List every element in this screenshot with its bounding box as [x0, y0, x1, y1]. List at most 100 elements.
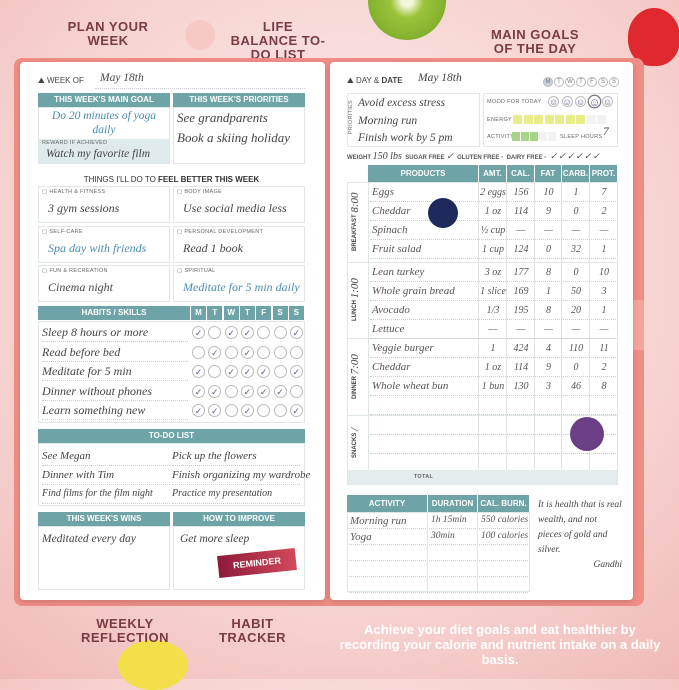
day-priority[interactable]: Finish work by 5 pm	[358, 132, 453, 144]
mood-face-icon[interactable]: ☺	[548, 96, 559, 107]
habit-name[interactable]: Read before bed	[42, 344, 121, 359]
mood-face-icon[interactable]: ☺	[575, 96, 586, 107]
weekday-selector[interactable]: T	[576, 77, 586, 87]
todo-item[interactable]: Pick up the flowers	[172, 450, 257, 462]
food-value[interactable]: ½ cup	[480, 225, 506, 236]
activity-level-cell[interactable]	[530, 132, 538, 141]
food-value[interactable]: 124	[513, 244, 529, 255]
energy-level-cell[interactable]	[513, 115, 522, 124]
improve-item[interactable]: Get more sleep	[180, 533, 250, 545]
food-value[interactable]: 1 oz	[484, 206, 502, 217]
weekday-selector[interactable]: T	[554, 77, 564, 87]
food-value[interactable]: 114	[513, 362, 529, 373]
food-value[interactable]: 7	[601, 187, 607, 198]
activity-cell[interactable]: Yoga	[350, 531, 372, 543]
habit-name[interactable]: Learn something new	[42, 403, 146, 417]
food-value[interactable]: 4	[546, 343, 551, 354]
water-checks[interactable]: ✓✓✓✓✓✓	[549, 151, 601, 161]
habit-checkbox[interactable]	[273, 404, 287, 417]
habit-checkbox[interactable]	[257, 404, 271, 417]
week-of-value[interactable]: May 18th	[100, 72, 144, 84]
food-value[interactable]: 156	[513, 187, 529, 198]
food-value[interactable]: —	[599, 324, 609, 335]
habit-checkbox[interactable]: ✓	[273, 384, 287, 398]
habit-checkbox[interactable]: ✓	[240, 404, 254, 417]
food-product[interactable]: Whole wheat bun	[372, 380, 449, 392]
food-product[interactable]: Lettuce	[372, 323, 405, 335]
energy-level-cell[interactable]	[565, 115, 575, 124]
food-value[interactable]: —	[516, 225, 526, 236]
habit-checkbox[interactable]: ✓	[240, 365, 254, 378]
todo-item[interactable]: Practice my presentation	[172, 488, 273, 499]
food-value[interactable]: 114	[513, 206, 529, 217]
food-value[interactable]: 177	[513, 267, 529, 278]
weekday-selector[interactable]: F	[587, 77, 597, 87]
food-value[interactable]: 10	[599, 267, 609, 278]
life-area-value[interactable]: Spa day with friends	[48, 241, 147, 255]
food-product[interactable]: Veggie burger	[372, 342, 434, 354]
food-product[interactable]: Whole grain bread	[372, 285, 455, 297]
habit-checkbox[interactable]	[208, 365, 222, 378]
food-value[interactable]: 50	[571, 286, 581, 297]
food-value[interactable]: 10	[543, 187, 554, 198]
food-value[interactable]: 0	[573, 206, 579, 217]
mood-face-icon[interactable]: ☺	[602, 96, 613, 107]
habit-name[interactable]: Dinner without phones	[42, 383, 152, 398]
habit-checkbox[interactable]	[192, 345, 205, 359]
food-value[interactable]: 130	[513, 381, 529, 392]
todo-item[interactable]: Find films for the film night	[42, 488, 153, 499]
weekday-selector[interactable]: M	[543, 77, 553, 87]
habit-checkbox[interactable]: ✓	[208, 384, 222, 398]
habit-checkbox[interactable]	[257, 326, 271, 339]
food-value[interactable]: 8	[601, 381, 607, 392]
sugar-check[interactable]: ✓	[446, 151, 454, 161]
priority-item[interactable]: Book a skiing holiday	[177, 130, 291, 145]
day-priority[interactable]: Avoid excess stress	[358, 97, 446, 109]
weekday-selector[interactable]: W	[565, 77, 575, 87]
energy-level-cell[interactable]	[555, 115, 564, 124]
food-value[interactable]: 1	[490, 343, 496, 354]
habit-name[interactable]: Meditate for 5 min	[42, 364, 132, 378]
food-value[interactable]: 3	[601, 286, 607, 297]
habit-checkbox[interactable]: ✓	[257, 365, 271, 378]
activity-cell[interactable]: 100 calories	[481, 531, 529, 541]
habit-checkbox[interactable]	[208, 326, 222, 339]
habit-checkbox[interactable]	[289, 384, 303, 398]
weekday-selector[interactable]: S	[598, 77, 608, 87]
habit-checkbox[interactable]	[289, 345, 303, 359]
food-value[interactable]: 1 bun	[481, 381, 505, 392]
food-value[interactable]: 8	[546, 305, 551, 316]
habit-checkbox[interactable]: ✓	[192, 326, 205, 339]
priority-item[interactable]: See grandparents	[177, 110, 268, 125]
habit-checkbox[interactable]: ✓	[192, 365, 205, 378]
food-product[interactable]: Spinach	[372, 224, 408, 236]
food-value[interactable]: 20	[571, 305, 581, 316]
todo-item[interactable]: See Megan	[42, 450, 91, 462]
habit-name[interactable]: Sleep 8 hours or more	[42, 325, 149, 339]
food-value[interactable]: —	[571, 324, 581, 335]
energy-level-cell[interactable]	[576, 115, 585, 124]
mood-face-icon[interactable]: ☺	[587, 94, 601, 109]
reward-value[interactable]: Watch my favorite film	[46, 148, 151, 160]
activity-cell[interactable]: Morning run	[350, 515, 407, 527]
activity-cell[interactable]: 550 calories	[481, 515, 529, 525]
habit-checkbox[interactable]: ✓	[257, 384, 271, 398]
activity-cell[interactable]: 1h 15min	[431, 515, 467, 525]
food-value[interactable]: 8	[546, 267, 551, 278]
life-area-value[interactable]: Read 1 book	[183, 241, 243, 255]
habit-checkbox[interactable]: ✓	[208, 345, 222, 359]
food-value[interactable]: 0	[573, 362, 579, 373]
food-value[interactable]: 1	[573, 187, 579, 198]
sleep-value[interactable]: 7	[603, 126, 609, 138]
habit-checkbox[interactable]	[257, 345, 271, 359]
food-value[interactable]: 110	[568, 343, 584, 354]
activity-cell[interactable]: 30min	[431, 531, 455, 541]
life-area-value[interactable]: Cinema night	[48, 280, 113, 294]
habit-checkbox[interactable]	[224, 404, 238, 417]
food-value[interactable]: 2	[601, 362, 607, 373]
habit-checkbox[interactable]: ✓	[224, 326, 238, 339]
food-value[interactable]: —	[544, 225, 553, 236]
habit-checkbox[interactable]: ✓	[289, 326, 303, 339]
todo-item[interactable]: Finish organizing my wardrobe	[172, 469, 311, 481]
food-value[interactable]: 3 oz	[484, 267, 502, 278]
